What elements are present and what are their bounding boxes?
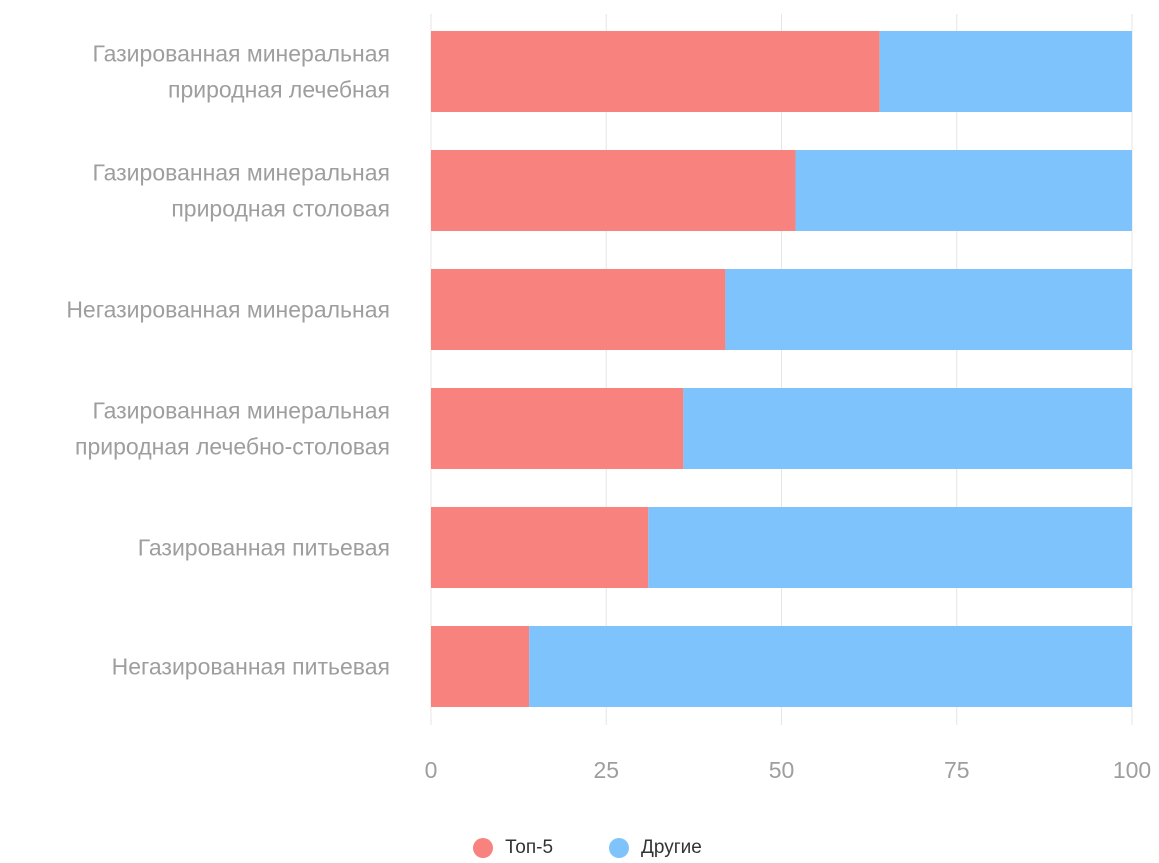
category-label: Газированная питьевая — [138, 535, 390, 561]
bar-other[interactable] — [725, 269, 1132, 350]
legend-item-other[interactable]: Другие — [609, 833, 702, 863]
bar-top5[interactable] — [431, 507, 649, 588]
legend: Топ-5 Другие — [0, 833, 1159, 863]
x-tick-label: 25 — [593, 757, 619, 783]
legend-label-other: Другие — [641, 837, 702, 858]
x-tick-label: 100 — [1113, 757, 1151, 783]
legend-swatch-other — [609, 838, 630, 858]
category-label: Газированная минеральная — [92, 398, 390, 424]
category-label: Газированная минеральная — [92, 160, 390, 186]
category-label: Негазированная питьевая — [112, 654, 390, 680]
bar-other[interactable] — [648, 507, 1132, 588]
category-label: природная столовая — [171, 196, 390, 222]
category-label: Газированная минеральная — [92, 41, 390, 67]
bar-other[interactable] — [879, 31, 1132, 112]
bar-other[interactable] — [683, 388, 1132, 469]
legend-label-top5: Топ-5 — [505, 837, 554, 858]
bar-other[interactable] — [529, 626, 1132, 707]
bar-top5[interactable] — [431, 31, 880, 112]
bar-top5[interactable] — [431, 269, 726, 350]
legend-swatch-top5 — [473, 838, 494, 858]
x-tick-label: 0 — [425, 757, 438, 783]
x-tick-label: 75 — [944, 757, 970, 783]
bar-top5[interactable] — [431, 150, 796, 231]
bar-top5[interactable] — [431, 626, 530, 707]
legend-item-top5[interactable]: Топ-5 — [473, 833, 553, 863]
x-tick-label: 50 — [769, 757, 795, 783]
category-label: природная лечебная — [168, 77, 390, 103]
bar-other[interactable] — [795, 150, 1132, 231]
bar-top5[interactable] — [431, 388, 684, 469]
category-label: природная лечебно-столовая — [75, 434, 390, 460]
category-label: Негазированная минеральная — [66, 297, 390, 323]
